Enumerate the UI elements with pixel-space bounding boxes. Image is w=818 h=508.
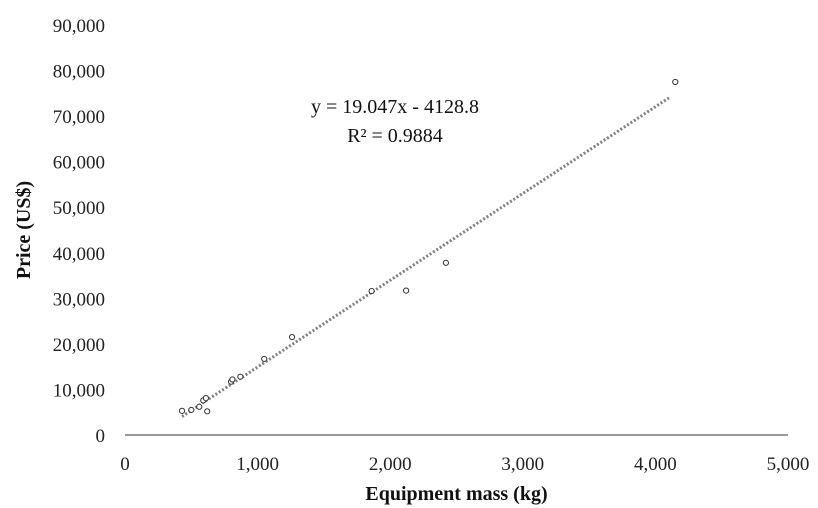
- y-tick-label: 40,000: [53, 244, 105, 265]
- trendline-equation: y = 19.047x - 4128.8: [311, 96, 479, 118]
- data-point: [229, 376, 236, 383]
- data-point: [204, 408, 211, 415]
- y-tick-label: 30,000: [53, 289, 105, 310]
- x-tick-label: 5,000: [767, 454, 810, 475]
- data-point: [202, 395, 209, 402]
- y-tick-label: 50,000: [53, 198, 105, 219]
- x-tick-label: 0: [120, 454, 130, 475]
- x-axis-ticks: 0 1,000 2,000 3,000 4,000 5,000: [120, 454, 809, 475]
- y-axis-title: Price (US$): [13, 181, 35, 279]
- y-tick-label: 0: [96, 426, 106, 447]
- trendline-path: [181, 95, 671, 418]
- y-tick-label: 20,000: [53, 335, 105, 356]
- x-tick-label: 1,000: [236, 454, 279, 475]
- x-tick-label: 4,000: [634, 454, 677, 475]
- data-point: [672, 78, 679, 86]
- r-squared-label: R² = 0.9884: [347, 125, 443, 147]
- x-axis-title: Equipment mass (kg): [365, 483, 547, 505]
- y-tick-label: 60,000: [53, 153, 105, 174]
- y-axis-ticks: 0 10,000 20,000 30,000 40,000 50,000 60,000 70,…: [53, 16, 105, 447]
- data-points: [178, 78, 679, 415]
- y-tick-label: 10,000: [53, 380, 105, 401]
- x-tick-label: 3,000: [501, 454, 544, 475]
- data-point: [188, 406, 195, 414]
- data-point: [261, 355, 268, 363]
- data-point: [178, 407, 186, 414]
- y-tick-label: 90,000: [53, 16, 105, 37]
- data-point: [237, 373, 244, 380]
- data-point: [442, 259, 449, 266]
- data-point: [368, 287, 375, 295]
- y-tick-label: 70,000: [53, 107, 105, 128]
- y-tick-label: 80,000: [53, 62, 105, 83]
- data-point: [196, 403, 203, 410]
- x-tick-label: 2,000: [369, 454, 412, 475]
- trendline: [181, 95, 671, 418]
- data-point: [288, 333, 296, 341]
- data-point: [403, 287, 410, 294]
